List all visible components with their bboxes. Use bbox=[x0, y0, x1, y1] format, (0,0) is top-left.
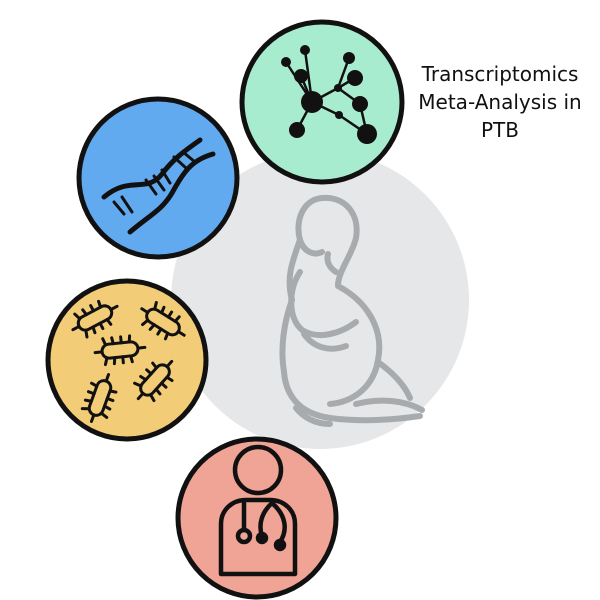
title-line-1: Transcriptomics bbox=[421, 62, 579, 86]
bacteria-icon bbox=[71, 299, 186, 423]
bacterium-1 bbox=[71, 299, 119, 339]
pregnant-woman-icon bbox=[279, 194, 425, 427]
clinician-node bbox=[175, 436, 339, 600]
bacterium-5 bbox=[133, 359, 174, 403]
dna-node bbox=[76, 96, 240, 260]
diagram-title: Transcriptomics Meta-Analysis in PTB bbox=[408, 60, 592, 144]
title-line-3: PTB bbox=[481, 118, 519, 142]
network-node bbox=[239, 19, 405, 185]
bacterium-4 bbox=[80, 373, 118, 423]
bacteria-circle bbox=[45, 278, 209, 442]
clinician-icon bbox=[218, 444, 298, 577]
bacterium-3 bbox=[93, 334, 147, 367]
bacterium-2 bbox=[140, 300, 186, 341]
center-node bbox=[171, 151, 469, 449]
title-line-2: Meta-Analysis in bbox=[418, 90, 582, 114]
bacteria-node bbox=[45, 278, 209, 442]
network-icon bbox=[281, 45, 377, 144]
dna-icon bbox=[101, 137, 216, 235]
